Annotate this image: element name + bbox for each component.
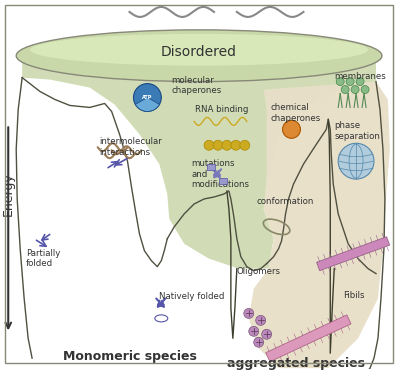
Ellipse shape	[30, 34, 368, 66]
Text: phase
separation: phase separation	[334, 121, 380, 141]
Circle shape	[134, 83, 161, 111]
Ellipse shape	[16, 30, 382, 82]
Circle shape	[249, 326, 259, 336]
Circle shape	[262, 329, 272, 339]
Text: molecular
chaperones: molecular chaperones	[171, 76, 222, 95]
Wedge shape	[135, 98, 160, 111]
Bar	[207, 164, 215, 170]
Text: conformation: conformation	[257, 197, 314, 206]
Text: chemical
chaperones: chemical chaperones	[271, 104, 321, 123]
Circle shape	[346, 78, 354, 86]
Circle shape	[213, 140, 223, 150]
Text: intermolecular
interactions: intermolecular interactions	[100, 137, 162, 157]
Circle shape	[244, 308, 254, 318]
Text: Energy: Energy	[2, 172, 15, 216]
Text: aggregated species: aggregated species	[228, 357, 366, 370]
Circle shape	[351, 86, 359, 93]
Circle shape	[282, 120, 300, 138]
Polygon shape	[316, 237, 390, 271]
Text: Natively folded: Natively folded	[159, 292, 225, 301]
Circle shape	[341, 86, 349, 93]
Text: Disordered: Disordered	[161, 45, 237, 59]
Text: Partially
folded: Partially folded	[26, 249, 60, 268]
Circle shape	[231, 140, 241, 150]
Circle shape	[356, 78, 364, 86]
Circle shape	[204, 140, 214, 150]
Text: Monomeric species: Monomeric species	[62, 350, 196, 363]
Polygon shape	[249, 82, 390, 368]
Polygon shape	[266, 315, 351, 362]
Circle shape	[338, 143, 374, 179]
Polygon shape	[22, 58, 376, 269]
Bar	[219, 178, 227, 184]
Text: Oligomers: Oligomers	[237, 267, 281, 276]
Circle shape	[256, 315, 266, 325]
Text: ATP: ATP	[142, 95, 152, 100]
Text: Fibils: Fibils	[343, 290, 365, 299]
Text: membranes: membranes	[334, 72, 386, 81]
Circle shape	[361, 86, 369, 93]
Circle shape	[336, 78, 344, 86]
Text: mutations
and
modifications: mutations and modifications	[191, 159, 249, 189]
Circle shape	[222, 140, 232, 150]
Circle shape	[240, 140, 250, 150]
Circle shape	[254, 337, 264, 347]
Text: RNA binding: RNA binding	[195, 105, 248, 115]
